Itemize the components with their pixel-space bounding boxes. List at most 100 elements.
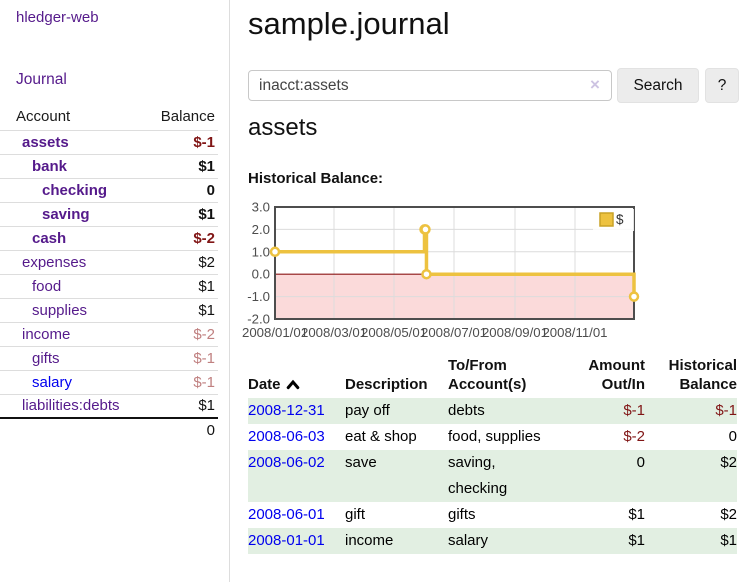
x-axis-label: 2008/09/01 (482, 325, 548, 340)
account-row: gifts $-1 (0, 346, 218, 370)
register-amount: $-1 (560, 398, 645, 424)
chart-point[interactable] (269, 246, 281, 258)
register-date-link[interactable]: 2008-06-03 (248, 428, 325, 445)
account-balance: $1 (198, 301, 215, 319)
register-description: save (345, 450, 448, 502)
account-link[interactable]: bank (32, 157, 68, 175)
register-date-link[interactable]: 2008-06-02 (248, 454, 325, 471)
register-accounts: gifts (448, 506, 476, 523)
account-balance: $-2 (193, 229, 215, 247)
register-date-link[interactable]: 2008-12-31 (248, 402, 325, 419)
register-amount: $-2 (623, 428, 645, 445)
chart-point[interactable] (420, 224, 431, 235)
y-axis-label: -2.0 (247, 312, 270, 327)
account-row: assets $-1 (0, 130, 218, 154)
register-header-amount-line2: Out/In (601, 376, 645, 393)
account-row: liabilities:debts $1 (0, 394, 218, 418)
register-amount: 0 (560, 450, 645, 502)
page-title: sample.journal (248, 6, 450, 41)
x-axis-label: 2008/07/01 (421, 325, 487, 340)
register-description: pay off (345, 398, 448, 424)
account-link[interactable]: supplies (32, 301, 88, 319)
help-button[interactable]: ? (705, 68, 739, 103)
accounts-header-row: Account Balance (0, 104, 218, 130)
account-row: saving $1 (0, 202, 218, 226)
account-row: checking 0 (0, 178, 218, 202)
account-balance: $-1 (193, 133, 215, 151)
y-axis-label: 3.0 (252, 200, 270, 215)
register-amount: $1 (560, 528, 645, 554)
search-form: × Search ? (248, 68, 742, 104)
y-axis-label: 1.0 (252, 244, 270, 259)
account-balance: $1 (198, 397, 215, 415)
register-accounts: food, supplies (448, 428, 541, 445)
accounts-total-row: 0 (0, 418, 218, 442)
account-balance: $1 (198, 205, 215, 223)
chart-point[interactable] (421, 268, 432, 280)
account-row: salary $-1 (0, 370, 218, 394)
account-link[interactable]: liabilities:debts (22, 397, 120, 415)
plot-border (274, 206, 635, 320)
register-row: 2008-12-31 pay off debts $-1 $-1 (248, 398, 737, 424)
account-link[interactable]: expenses (22, 253, 87, 271)
account-link[interactable]: cash (32, 229, 67, 247)
search-input[interactable] (248, 70, 612, 101)
account-row: supplies $1 (0, 298, 218, 322)
register-sort-date[interactable]: Date (248, 376, 300, 393)
account-link[interactable]: income (22, 325, 71, 343)
register-description: eat & shop (345, 428, 417, 445)
register-header-balance-line2: Balance (679, 376, 737, 393)
x-axis-label: 2008/01/01 (242, 325, 308, 340)
account-link[interactable]: saving (42, 205, 90, 223)
register-date-link[interactable]: 2008-06-01 (248, 506, 325, 523)
account-row: expenses $2 (0, 250, 218, 274)
account-link[interactable]: assets (22, 133, 69, 151)
chart-point[interactable] (628, 291, 640, 302)
register-balance: $2 (720, 506, 737, 523)
y-axis-label: 2.0 (252, 222, 270, 237)
account-link[interactable]: gifts (32, 349, 60, 367)
sort-asc-icon (286, 379, 299, 390)
account-link[interactable]: salary (32, 373, 73, 391)
account-balance: $-1 (193, 349, 215, 367)
register-balance: $2 (645, 450, 737, 502)
account-row: food $1 (0, 274, 218, 298)
register-header-accounts: To/From Account(s) (448, 356, 560, 398)
historical-balance-chart: $3.0 2.0 1.0 0.0 -1.0 -2.02008/01/012008/03/0… (242, 200, 640, 340)
register-header-description: Description (345, 376, 428, 393)
x-axis-label: 2008/11/01 (542, 325, 607, 340)
account-link[interactable]: checking (42, 181, 108, 199)
accounts-total-spacer (0, 418, 147, 442)
register-row: 2008-06-03 eat & shop food, supplies $-2… (248, 424, 737, 450)
accounts-header-balance: Balance (160, 108, 215, 126)
sidebar-item-journal[interactable]: Journal (16, 71, 67, 88)
app-title-link[interactable]: hledger-web (16, 9, 99, 26)
register-accounts: saving, checking (448, 450, 560, 502)
register-row: 2008-06-02 save saving, checking 0 $2 (248, 450, 737, 502)
legend-label: $ (616, 212, 624, 227)
accounts-table: Account Balance assets $-1 bank $1 check… (0, 104, 218, 442)
register-balance: 0 (728, 428, 737, 445)
account-balance: $2 (198, 253, 215, 271)
clear-search-icon[interactable]: × (590, 75, 600, 94)
register-row: 2008-06-01 gift gifts $1 $2 (248, 502, 737, 528)
main-content: sample.journal × Search ? assets Histori… (230, 0, 742, 582)
search-button[interactable]: Search (617, 68, 699, 103)
account-balance: $-2 (193, 325, 215, 343)
register-header-accounts-line1: To/From (448, 357, 507, 374)
register-header-accounts-line2: Account(s) (448, 376, 527, 393)
chart-title: Historical Balance: (248, 170, 384, 187)
register-description: gift (345, 506, 366, 523)
account-row: cash $-2 (0, 226, 218, 250)
account-heading: assets (248, 114, 318, 141)
sidebar: hledger-web Journal Account Balance asse… (0, 0, 230, 582)
account-link[interactable]: food (32, 277, 62, 295)
register-description: income (345, 528, 448, 554)
legend-swatch (599, 212, 614, 227)
account-balance: 0 (206, 181, 215, 199)
accounts-header-account: Account (16, 108, 71, 126)
register-header-date: Date (248, 376, 281, 393)
register-date-link[interactable]: 2008-01-01 (248, 532, 325, 549)
account-row: bank $1 (0, 154, 218, 178)
